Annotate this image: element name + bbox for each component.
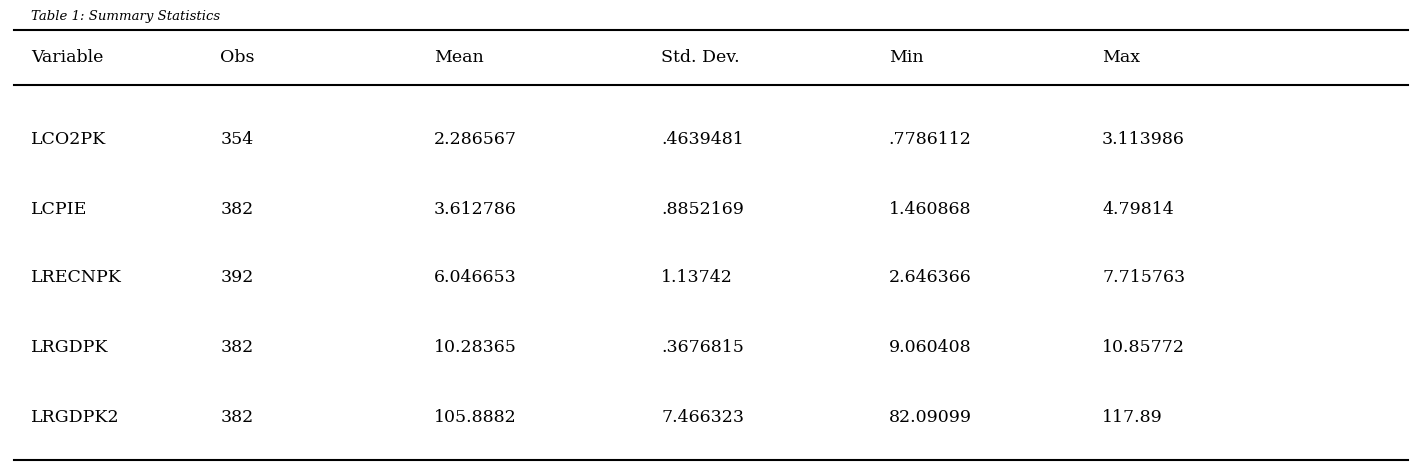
Text: Max: Max: [1102, 50, 1140, 67]
Text: 1.13742: 1.13742: [661, 269, 734, 287]
Text: 382: 382: [220, 201, 253, 218]
Text: .3676815: .3676815: [661, 339, 744, 357]
Text: 2.286567: 2.286567: [434, 131, 516, 149]
Text: 1.460868: 1.460868: [889, 201, 971, 218]
Text: LRGDPK: LRGDPK: [31, 339, 109, 357]
Text: 117.89: 117.89: [1102, 409, 1163, 426]
Text: 354: 354: [220, 131, 253, 149]
Text: LCPIE: LCPIE: [31, 201, 88, 218]
Text: 7.466323: 7.466323: [661, 409, 744, 426]
Text: 2.646366: 2.646366: [889, 269, 971, 287]
Text: 105.8882: 105.8882: [434, 409, 516, 426]
Text: Std. Dev.: Std. Dev.: [661, 50, 739, 67]
Text: LRECNPK: LRECNPK: [31, 269, 122, 287]
Text: Min: Min: [889, 50, 923, 67]
Text: 9.060408: 9.060408: [889, 339, 971, 357]
Text: 82.09099: 82.09099: [889, 409, 971, 426]
Text: 7.715763: 7.715763: [1102, 269, 1185, 287]
Text: 6.046653: 6.046653: [434, 269, 516, 287]
Text: LRGDPK2: LRGDPK2: [31, 409, 119, 426]
Text: 3.612786: 3.612786: [434, 201, 516, 218]
Text: 4.79814: 4.79814: [1102, 201, 1173, 218]
Text: .4639481: .4639481: [661, 131, 744, 149]
Text: 10.28365: 10.28365: [434, 339, 516, 357]
Text: Mean: Mean: [434, 50, 483, 67]
Text: LCO2PK: LCO2PK: [31, 131, 107, 149]
Text: Table 1: Summary Statistics: Table 1: Summary Statistics: [31, 10, 220, 23]
Text: Variable: Variable: [31, 50, 104, 67]
Text: 392: 392: [220, 269, 253, 287]
Text: 3.113986: 3.113986: [1102, 131, 1185, 149]
Text: 10.85772: 10.85772: [1102, 339, 1185, 357]
Text: .7786112: .7786112: [889, 131, 971, 149]
Text: 382: 382: [220, 339, 253, 357]
Text: 382: 382: [220, 409, 253, 426]
Text: .8852169: .8852169: [661, 201, 744, 218]
Text: Obs: Obs: [220, 50, 255, 67]
